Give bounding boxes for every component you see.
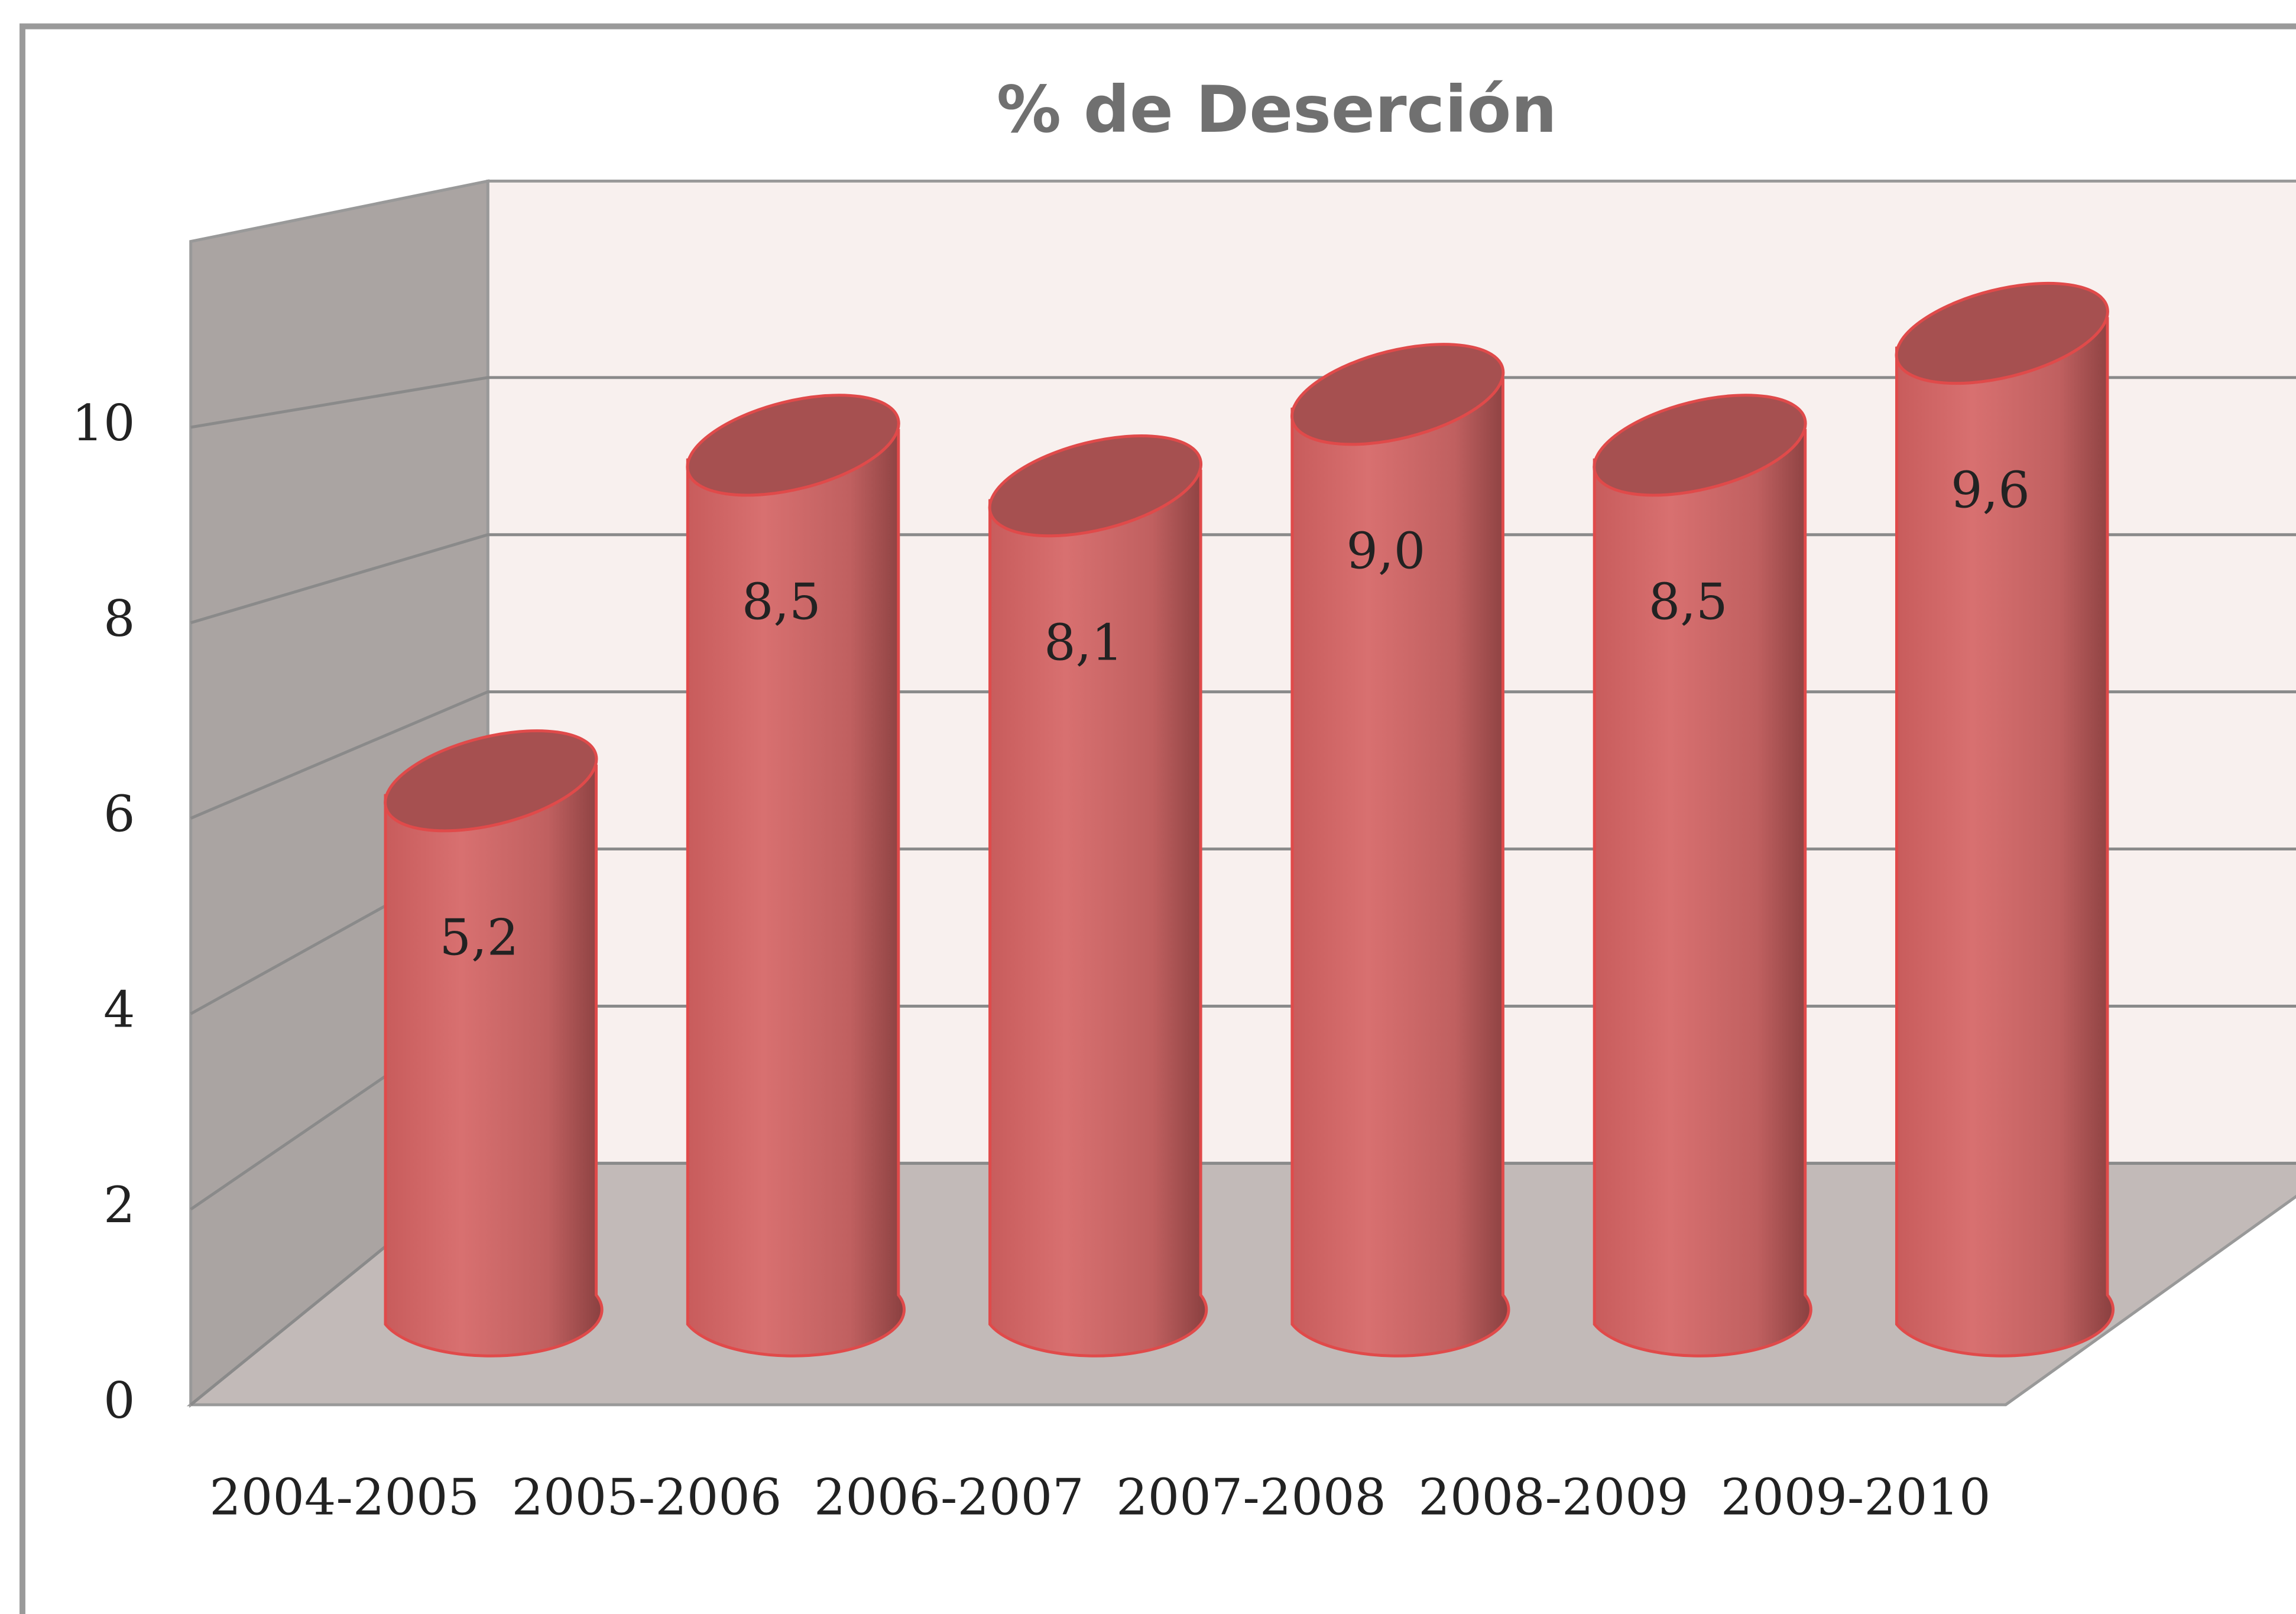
bar-top <box>1290 343 1505 446</box>
data-label: 8,5 <box>1649 573 1728 631</box>
bar-top <box>384 729 598 833</box>
bar-top <box>1593 394 1807 497</box>
x-tick-label: 2006-2007 <box>814 1468 1084 1526</box>
x-tick-label: 2009-2010 <box>1721 1468 1991 1526</box>
x-tick-label: 2004-2005 <box>209 1468 479 1526</box>
bar <box>1895 317 2115 1358</box>
bar-top <box>686 394 900 497</box>
x-tick-label: 2007-2008 <box>1116 1468 1386 1526</box>
data-label: 5,2 <box>440 909 519 967</box>
data-label: 8,5 <box>742 573 821 631</box>
y-tick-label: 8 <box>103 590 135 648</box>
x-tick-label: 2005-2006 <box>512 1468 782 1526</box>
bar <box>1593 428 1812 1358</box>
bar <box>1290 378 1510 1358</box>
x-tick-label: 2008-2009 <box>1418 1468 1688 1526</box>
data-label: 9,0 <box>1346 522 1425 580</box>
y-tick-label: 2 <box>103 1176 135 1234</box>
chart-title: % de Deserción <box>997 72 1557 147</box>
y-tick-label: 10 <box>72 394 135 452</box>
data-label: 8,1 <box>1044 614 1123 672</box>
y-tick-label: 0 <box>103 1372 135 1430</box>
grid-line <box>190 376 2296 429</box>
data-label: 9,6 <box>1951 461 2030 519</box>
bar-top <box>1895 281 2109 385</box>
bar <box>988 469 1208 1358</box>
y-tick-label: 4 <box>103 980 135 1038</box>
bar <box>384 764 604 1358</box>
bar <box>686 428 906 1358</box>
bar-top <box>988 434 1203 538</box>
y-tick-label: 6 <box>103 785 135 843</box>
